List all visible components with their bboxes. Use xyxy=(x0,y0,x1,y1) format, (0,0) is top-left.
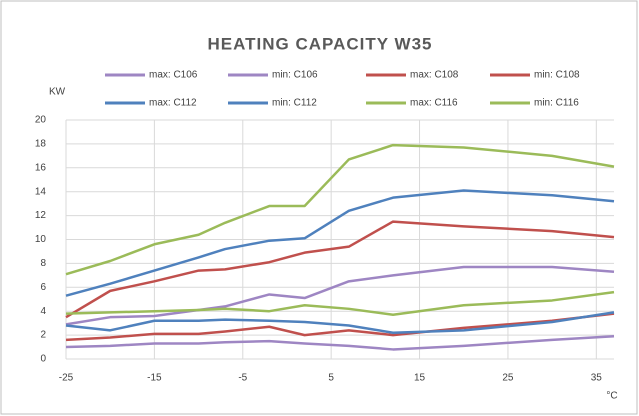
x-tick-label: -5 xyxy=(238,373,247,384)
y-tick-label: 4 xyxy=(40,306,46,317)
y-tick-label: 16 xyxy=(35,162,47,173)
y-tick-label: 12 xyxy=(35,210,47,221)
legend-label: max: C106 xyxy=(149,70,198,81)
y-tick-label: 10 xyxy=(35,234,47,245)
y-tick-label: 14 xyxy=(35,186,47,197)
y-tick-label: 0 xyxy=(40,354,46,365)
series-line xyxy=(65,143,615,276)
x-tick-label: -15 xyxy=(147,373,162,384)
x-axis-label: °C xyxy=(606,391,617,402)
x-tick-label: 35 xyxy=(591,373,603,384)
series-line xyxy=(65,265,615,326)
series-line xyxy=(65,311,615,334)
y-axis-label: KW xyxy=(49,87,66,98)
series-line xyxy=(65,290,615,317)
series-line xyxy=(65,335,615,351)
y-tick-label: 2 xyxy=(40,330,46,341)
x-tick-label: 15 xyxy=(414,373,426,384)
y-tick-label: 20 xyxy=(35,115,47,126)
legend-label: min: C108 xyxy=(534,70,580,81)
series-line xyxy=(65,312,615,342)
x-tick-label: 5 xyxy=(328,373,334,384)
series-line xyxy=(65,189,615,297)
y-tick-label: 8 xyxy=(40,258,46,269)
chart-title: HEATING CAPACITY W35 xyxy=(208,34,433,53)
x-tick-label: 25 xyxy=(502,373,514,384)
legend-label: max: C116 xyxy=(410,98,458,109)
y-tick-label: 6 xyxy=(40,282,46,293)
legend-label: max: C112 xyxy=(149,98,197,109)
legend-label: min: C106 xyxy=(272,70,318,81)
legend-label: min: C116 xyxy=(534,98,579,109)
legend-label: max: C108 xyxy=(410,70,459,81)
y-tick-label: 18 xyxy=(35,139,47,150)
series-line xyxy=(65,220,615,319)
legend-label: min: C112 xyxy=(272,98,317,109)
x-tick-label: -25 xyxy=(59,373,74,384)
